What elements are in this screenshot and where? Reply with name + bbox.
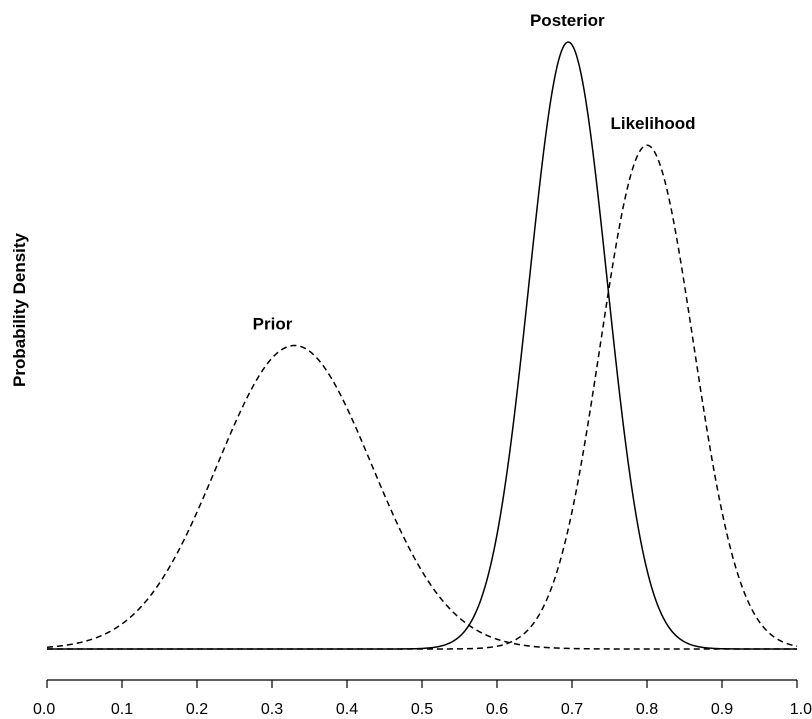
label-prior: Prior bbox=[253, 315, 293, 334]
curve-labels: Prior Likelihood Posterior bbox=[253, 11, 696, 334]
density-curves bbox=[46, 41, 798, 650]
curve-prior bbox=[46, 344, 797, 650]
x-tick-label: 0.6 bbox=[486, 701, 508, 718]
x-tick-label: 0.7 bbox=[561, 701, 583, 718]
x-tick-label: 0.5 bbox=[411, 701, 433, 718]
x-tick-label: 0.3 bbox=[261, 701, 283, 718]
x-tick-label: 1.0 bbox=[790, 701, 812, 718]
x-tick-label: 0.4 bbox=[336, 701, 358, 718]
label-posterior: Posterior bbox=[530, 11, 605, 30]
curve-posterior bbox=[47, 41, 797, 650]
x-tick-label: 0.0 bbox=[33, 701, 55, 718]
x-tick-label: 0.2 bbox=[186, 701, 208, 718]
x-tick-label: 0.9 bbox=[711, 701, 733, 718]
curve-likelihood bbox=[47, 144, 798, 650]
x-tick-label: 0.8 bbox=[636, 701, 658, 718]
label-likelihood: Likelihood bbox=[611, 114, 696, 133]
y-axis-title: Probability Density bbox=[10, 232, 29, 387]
x-tick-label: 0.1 bbox=[111, 701, 133, 718]
x-axis: 0.0 0.1 0.2 0.3 0.4 0.5 0.6 0.7 0.8 0.9 1.0 bbox=[33, 679, 812, 718]
